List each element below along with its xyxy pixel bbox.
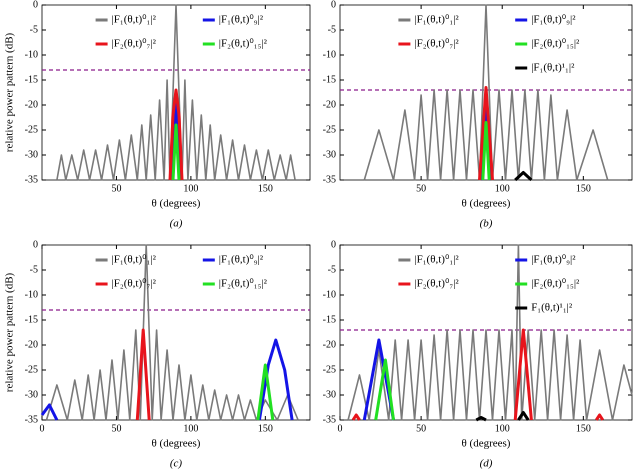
series-line xyxy=(351,328,605,421)
y-tick-label: -35 xyxy=(25,174,38,185)
panel-caption: (b) xyxy=(480,218,493,230)
legend-label: F₁(θ,t)¹₁|² xyxy=(531,302,573,314)
legend-label: |F₂(θ,t)⁰₁₅|² xyxy=(219,38,268,50)
series-line xyxy=(256,363,275,421)
x-tick-label: 150 xyxy=(576,423,591,434)
x-tick-label: 50 xyxy=(111,423,121,434)
legend-label: |F₂(θ,t)⁰₁₅|² xyxy=(531,278,580,290)
y-tick-label: -35 xyxy=(323,174,336,185)
x-axis-label: θ (degrees) xyxy=(462,198,511,210)
y-tick-label: -5 xyxy=(30,264,38,275)
series-line xyxy=(56,4,296,181)
legend-label: |F₁(θ,t)⁰₉|² xyxy=(219,14,264,26)
y-tick-label: 0 xyxy=(331,0,336,10)
y-tick-label: -25 xyxy=(323,364,336,375)
legend-label: |F₂(θ,t)⁰₇|² xyxy=(414,38,459,50)
series-line xyxy=(475,411,530,422)
series-line xyxy=(40,338,294,421)
legend-label: |F₂(θ,t)⁰₇|² xyxy=(112,278,157,290)
legend-label: |F₂(θ,t)⁰₇|² xyxy=(414,278,459,290)
y-tick-label: -5 xyxy=(328,24,336,35)
x-axis-label: θ (degrees) xyxy=(152,438,201,450)
y-tick-label: 0 xyxy=(33,0,38,10)
y-tick-label: -20 xyxy=(323,339,336,350)
x-axis-label: θ (degrees) xyxy=(152,198,201,210)
legend-label: |F₁(θ,t)⁰₁|² xyxy=(112,14,157,26)
series-line xyxy=(347,244,633,421)
panel-caption: (a) xyxy=(170,218,183,230)
legend-label: |F₁(θ,t)⁰₉|² xyxy=(219,254,264,266)
y-tick-label: -10 xyxy=(25,289,38,300)
y-tick-label: -10 xyxy=(323,289,336,300)
y-tick-label: -20 xyxy=(25,99,38,110)
y-tick-label: -15 xyxy=(25,74,38,85)
x-tick-label: 100 xyxy=(495,423,510,434)
y-tick-label: -20 xyxy=(323,99,336,110)
y-axis-label: relative power pattern (dB) xyxy=(4,272,16,392)
y-tick-label: -5 xyxy=(328,264,336,275)
y-tick-label: -30 xyxy=(323,149,336,160)
y-tick-label: 0 xyxy=(33,239,38,250)
series-line xyxy=(363,4,609,181)
series-line xyxy=(374,358,395,421)
y-tick-label: -10 xyxy=(25,49,38,60)
y-tick-label: -30 xyxy=(25,149,38,160)
series-line xyxy=(45,244,299,421)
series-line xyxy=(168,88,184,181)
y-tick-label: -10 xyxy=(323,49,336,60)
x-tick-label: 100 xyxy=(495,183,510,194)
x-tick-label: 100 xyxy=(183,183,198,194)
y-tick-label: -25 xyxy=(323,124,336,135)
y-tick-label: -30 xyxy=(323,389,336,400)
y-tick-label: -15 xyxy=(323,314,336,325)
legend-label: |F₁(θ,t)⁰₉|² xyxy=(531,254,576,266)
y-tick-label: -15 xyxy=(25,314,38,325)
y-tick-label: -30 xyxy=(25,389,38,400)
legend-label: |F₂(θ,t)⁰₁₅|² xyxy=(531,38,580,50)
x-tick-label: 50 xyxy=(416,183,426,194)
panel-caption: (d) xyxy=(480,458,493,470)
series-line xyxy=(478,86,494,181)
y-axis-label: relative power pattern (dB) xyxy=(4,32,16,152)
x-tick-label: 0 xyxy=(338,423,343,434)
series-line xyxy=(514,171,533,182)
y-tick-label: -20 xyxy=(25,339,38,350)
legend-label: |F₁(θ,t)⁰₁|² xyxy=(112,254,157,266)
x-axis-label: θ (degrees) xyxy=(462,438,511,450)
y-tick-label: -25 xyxy=(25,364,38,375)
x-tick-label: 150 xyxy=(258,423,273,434)
x-tick-label: 100 xyxy=(183,423,198,434)
legend-label: |F₁(θ,t)⁰₉|² xyxy=(531,14,576,26)
legend-label: |F₁(θ,t)⁰₁|² xyxy=(414,254,459,266)
legend-label: |F₁(θ,t)¹₁|² xyxy=(531,62,575,74)
y-tick-label: -35 xyxy=(25,414,38,425)
x-tick-label: 50 xyxy=(111,183,121,194)
series-line xyxy=(481,121,491,181)
y-tick-label: 0 xyxy=(331,239,336,250)
x-tick-label: 150 xyxy=(576,183,591,194)
plot-frame xyxy=(41,244,311,421)
series-line xyxy=(135,328,151,421)
panel-caption: (c) xyxy=(170,458,183,470)
y-tick-label: -15 xyxy=(323,74,336,85)
y-tick-label: -35 xyxy=(323,414,336,425)
x-tick-label: 0 xyxy=(40,423,45,434)
series-line xyxy=(171,123,181,181)
legend-label: |F₂(θ,t)⁰₁₅|² xyxy=(219,278,268,290)
y-tick-label: -5 xyxy=(30,24,38,35)
legend-label: |F₁(θ,t)⁰₁|² xyxy=(414,14,459,26)
y-tick-label: -25 xyxy=(25,124,38,135)
x-tick-label: 150 xyxy=(258,183,273,194)
legend-label: |F₂(θ,t)⁰₇|² xyxy=(112,38,157,50)
x-tick-label: 50 xyxy=(416,423,426,434)
